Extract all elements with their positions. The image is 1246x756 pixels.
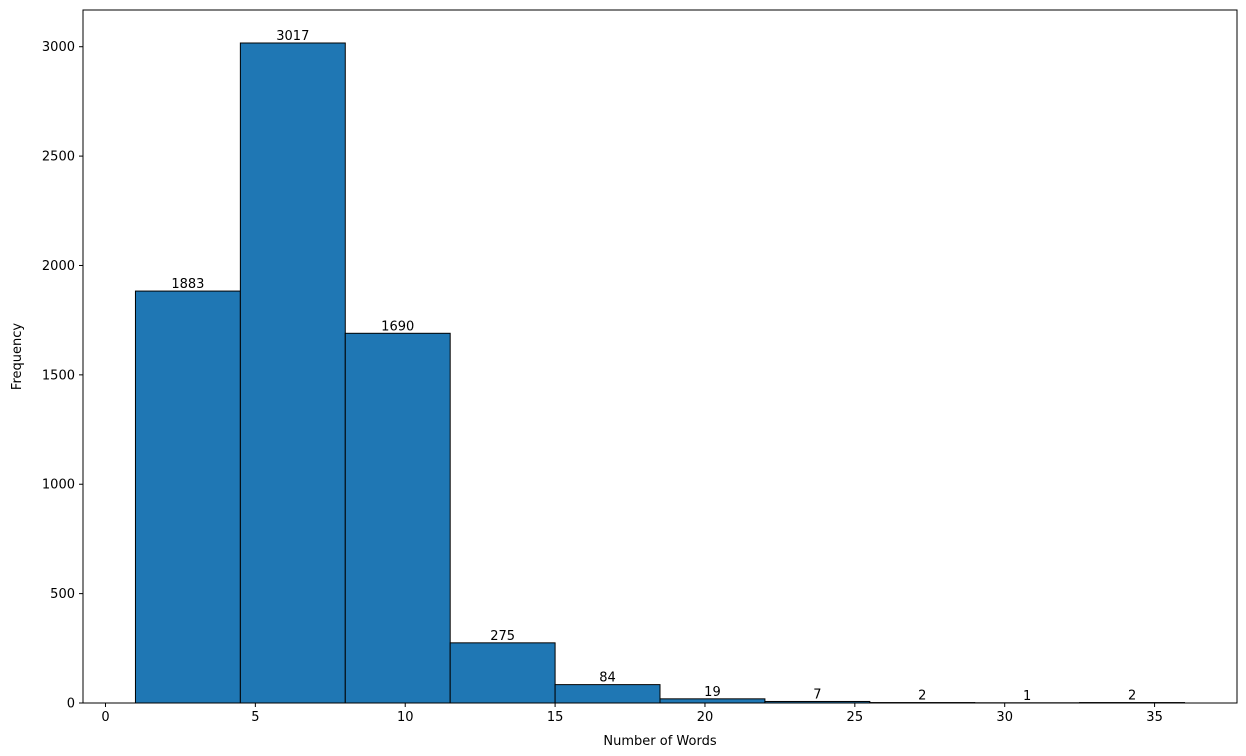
- bar-value-label: 2: [1128, 689, 1136, 704]
- x-tick-label: 20: [697, 710, 714, 725]
- x-axis-label: Number of Words: [603, 734, 716, 749]
- x-tick-label: 30: [996, 710, 1013, 725]
- bar-value-label: 7: [813, 687, 821, 702]
- bar-labels-group: 1883 3017 1690 275 84 19 7 2 1 2: [171, 29, 1136, 704]
- histogram-bar: [344, 332, 451, 704]
- y-axis-ticks: 0 500 1000 1500 2000 2500 3000: [42, 40, 83, 712]
- bar-value-label: 275: [490, 629, 515, 644]
- y-tick-label: 1000: [42, 478, 75, 493]
- plot-frame: [82, 9, 1238, 704]
- bar-value-label: 84: [599, 671, 616, 686]
- histogram-bar: [134, 290, 241, 704]
- bar-value-label: 1883: [171, 277, 204, 292]
- x-tick-label: 15: [547, 710, 564, 725]
- y-tick-label: 3000: [42, 40, 75, 55]
- x-axis-ticks: 0 5 10 15 20 25 30 35: [101, 703, 1163, 725]
- bars-group: [134, 42, 1186, 704]
- histogram-bar: [554, 684, 661, 704]
- bar-value-label: 19: [704, 685, 721, 700]
- bar-value-label: 3017: [276, 29, 309, 44]
- x-tick-label: 10: [397, 710, 414, 725]
- y-tick-label: 0: [67, 697, 75, 712]
- y-axis-label: Frequency: [10, 323, 25, 390]
- x-tick-label: 25: [847, 710, 864, 725]
- x-tick-label: 0: [101, 710, 109, 725]
- y-tick-label: 1500: [42, 368, 75, 383]
- y-tick-label: 2500: [42, 150, 75, 165]
- bar-value-label: 1690: [381, 319, 414, 334]
- histogram-bar: [449, 642, 556, 704]
- bar-value-label: 2: [918, 689, 926, 704]
- x-tick-label: 35: [1146, 710, 1163, 725]
- bar-value-label: 1: [1023, 689, 1031, 704]
- y-tick-label: 500: [50, 587, 75, 602]
- histogram-bar: [239, 42, 346, 704]
- y-tick-label: 2000: [42, 259, 75, 274]
- x-tick-label: 5: [251, 710, 259, 725]
